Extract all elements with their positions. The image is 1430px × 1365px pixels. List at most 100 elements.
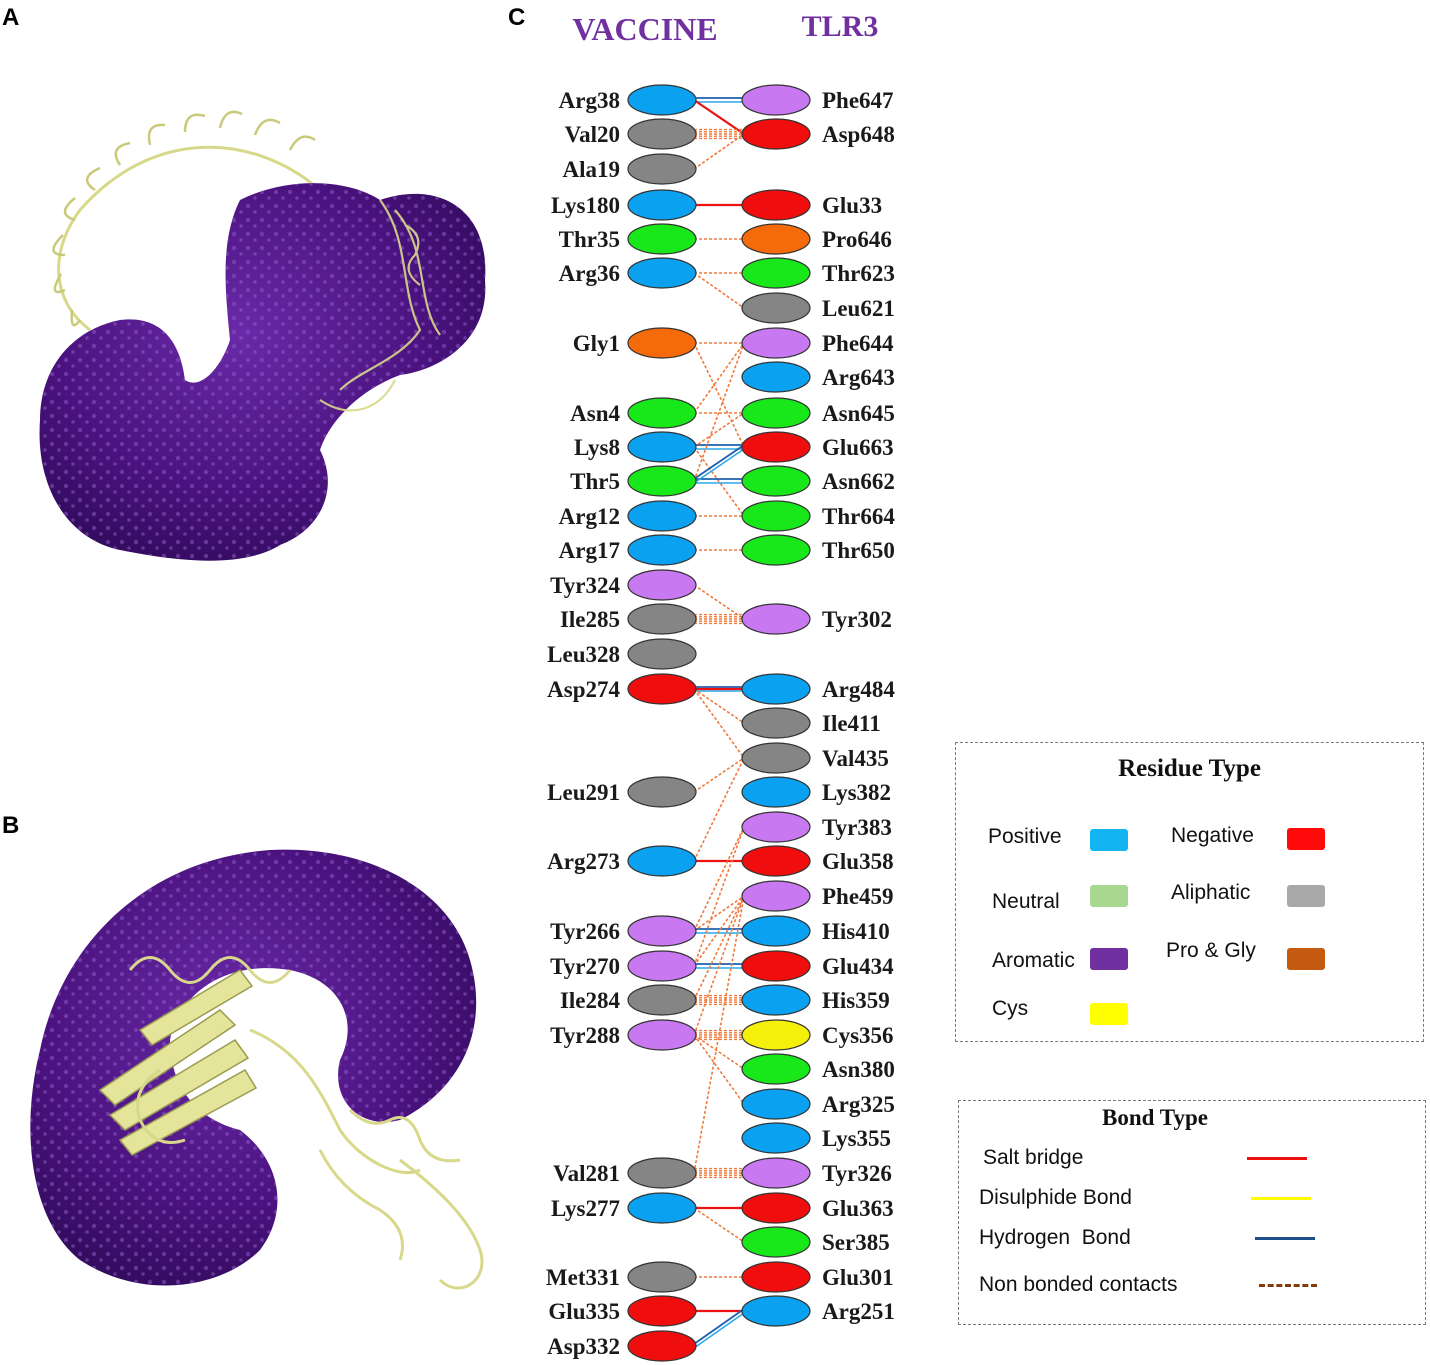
panel-label-b: B [2,812,20,839]
header-vaccine: VACCINE [572,11,717,47]
contact-arg36-leu621 [693,272,745,309]
swatch-neutral [1090,885,1128,907]
contact-tyr270-phe459 [693,895,745,967]
salt-bridge-arg38-asp648 [693,99,745,135]
vaccine-residue-lys277: Lys277 [551,1192,697,1224]
tlr3-label-cys356: Cys356 [822,1023,894,1048]
contact-ile284-phe459 [693,895,745,1001]
legend-bond-title: Bond Type [1102,1105,1208,1130]
tlr3-residue-arg325: Arg325 [741,1088,895,1120]
tlr3-residue-his359: His359 [741,984,890,1016]
tlr3-label-thr650: Thr650 [822,538,895,563]
vaccine-label-arg12: Arg12 [559,504,620,529]
vaccine-label-glu335: Glu335 [548,1299,620,1324]
tlr3-label-arg484: Arg484 [822,677,895,702]
legend-label-pro-gly: Pro & Gly [1166,939,1256,962]
swatch-positive [1090,829,1128,851]
legend-residue-title: Residue Type [1118,755,1261,782]
vaccine-residue-tyr288: Tyr288 [550,1019,697,1051]
vaccine-label-lys8: Lys8 [574,435,620,460]
tlr3-residue-asp648: Asp648 [741,118,895,150]
tlr3-residue-phe459: Phe459 [741,880,894,912]
vaccine-label-lys180: Lys180 [551,193,620,218]
tlr3-residue-thr623: Thr623 [741,257,895,289]
tlr3-label-arg325: Arg325 [822,1092,895,1117]
vaccine-label-ile284: Ile284 [560,988,621,1013]
tlr3-label-thr664: Thr664 [822,504,895,529]
legend-label-cys: Cys [992,997,1029,1020]
structure-image-b [30,849,484,1290]
contact-tyr288-arg325 [693,1034,745,1105]
legend-line-salt-bridge [1247,1157,1307,1160]
tlr3-label-arg643: Arg643 [822,365,895,390]
vaccine-label-arg38: Arg38 [559,88,620,113]
tlr3-label-glu33: Glu33 [822,193,882,218]
vaccine-label-lys277: Lys277 [551,1196,620,1221]
tlr3-residue-thr650: Thr650 [741,534,895,566]
tlr3-residue-glu434: Glu434 [741,950,894,982]
legend-label-hydrogen: Hydrogen Bond [979,1226,1131,1249]
vaccine-residue-glu335: Glu335 [548,1295,697,1327]
swatch-pro-gly [1287,948,1325,970]
vaccine-label-arg17: Arg17 [559,538,620,563]
panel-label-c: C [508,4,526,31]
hbond-thr5-glu663 [693,444,745,484]
legend-label-negative: Negative [1171,824,1254,847]
tlr3-label-his410: His410 [822,919,890,944]
tlr3-residue-lys382: Lys382 [741,776,891,808]
vaccine-residue-tyr266: Tyr266 [550,915,697,947]
tlr3-residue-ile411: Ile411 [741,707,881,739]
legend-label-nonbonded: Non bonded contacts [979,1273,1178,1296]
tlr3-residue-pro646: Pro646 [741,223,892,255]
tlr3-label-lys355: Lys355 [822,1126,891,1151]
hbond-arg38-phe647 [694,97,744,103]
tlr3-residue-glu363: Glu363 [741,1192,894,1224]
tlr3-label-tyr326: Tyr326 [822,1161,892,1186]
tlr3-residue-thr664: Thr664 [741,500,895,532]
vaccine-label-met331: Met331 [546,1265,620,1290]
tlr3-residue-his410: His410 [741,915,890,947]
tlr3-label-glu434: Glu434 [822,954,894,979]
contact-asn4-phe644 [693,342,745,414]
tlr3-residue-tyr302: Tyr302 [741,603,892,635]
vaccine-residue-ile285: Ile285 [560,603,697,635]
vaccine-label-ala19: Ala19 [563,157,621,182]
legend-label-neutral: Neutral [992,890,1060,913]
tlr3-label-ile411: Ile411 [822,711,881,736]
vaccine-residue-ile284: Ile284 [560,984,697,1016]
hbond-asp332-arg251 [693,1308,745,1349]
legend-line-hydrogen [1255,1237,1315,1240]
vaccine-label-val20: Val20 [565,122,620,147]
vaccine-label-thr35: Thr35 [559,227,620,252]
contact-ile285-tyr302 [694,613,744,625]
vaccine-label-asn4: Asn4 [570,401,620,426]
swatch-aliphatic [1287,885,1325,907]
vaccine-label-thr5: Thr5 [570,469,620,494]
tlr3-residue-asn662: Asn662 [741,465,895,497]
swatch-aromatic [1090,948,1128,970]
vaccine-residue-leu328: Leu328 [547,638,697,670]
tlr3-label-asn645: Asn645 [822,401,895,426]
contact-asp274-val435 [693,688,745,759]
legend-label-disulphide: Disulphide Bond [979,1186,1132,1209]
contact-tyr288-asn380 [693,1034,745,1070]
legend-label-aromatic: Aromatic [992,949,1075,972]
vaccine-label-ile285: Ile285 [560,607,620,632]
contact-lys8-asn645 [693,412,745,448]
vaccine-residue-ala19: Ala19 [563,153,697,185]
contact-ala19-asp648 [693,133,745,170]
tlr3-residue-tyr383: Tyr383 [741,811,892,843]
vaccine-residue-asp274: Asp274 [547,673,697,705]
vaccine-label-tyr270: Tyr270 [550,954,620,979]
contact-leu291-val435 [693,757,745,793]
tlr3-label-ser385: Ser385 [822,1230,890,1255]
contact-thr5-phe644 [693,342,745,482]
contact-val281-phe459 [693,895,745,1174]
hbond-asp274-arg484 [694,686,744,692]
tlr3-label-phe644: Phe644 [822,331,894,356]
contact-arg273-val435 [693,757,745,862]
tlr3-label-lys382: Lys382 [822,780,891,805]
tlr3-label-his359: His359 [822,988,890,1013]
tlr3-residue-cys356: Cys356 [741,1019,894,1051]
tlr3-residue-glu358: Glu358 [741,845,894,877]
